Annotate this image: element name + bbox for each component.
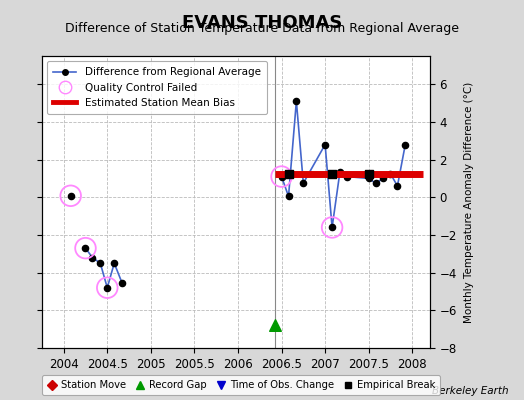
Point	[386, 170, 395, 177]
Point	[81, 245, 90, 251]
Point	[285, 193, 293, 200]
Point	[103, 284, 112, 291]
Point	[328, 170, 336, 177]
Point	[118, 280, 126, 286]
Point	[96, 260, 104, 266]
Point	[321, 141, 329, 148]
Text: Difference of Station Temperature Data from Regional Average: Difference of Station Temperature Data f…	[65, 22, 459, 35]
Point	[372, 180, 380, 186]
Point	[110, 260, 118, 266]
Point	[336, 169, 344, 175]
Point	[328, 224, 336, 231]
Point	[365, 175, 373, 182]
Legend: Station Move, Record Gap, Time of Obs. Change, Empirical Break: Station Move, Record Gap, Time of Obs. C…	[42, 375, 440, 395]
Point	[277, 173, 286, 180]
Point	[401, 141, 409, 148]
Point	[67, 192, 75, 199]
Point	[343, 173, 351, 180]
Point	[328, 224, 336, 231]
Text: Berkeley Earth: Berkeley Earth	[432, 386, 508, 396]
Point	[81, 245, 90, 251]
Point	[379, 175, 388, 182]
Y-axis label: Monthly Temperature Anomaly Difference (°C): Monthly Temperature Anomaly Difference (…	[464, 81, 474, 323]
Text: EVANS THOMAS: EVANS THOMAS	[182, 14, 342, 32]
Point	[67, 192, 75, 199]
Point	[299, 180, 308, 186]
Point	[365, 170, 373, 177]
Point	[292, 98, 301, 104]
Legend: Difference from Regional Average, Quality Control Failed, Estimated Station Mean: Difference from Regional Average, Qualit…	[47, 61, 267, 114]
Point	[88, 254, 96, 261]
Point	[270, 322, 279, 328]
Point	[285, 170, 293, 177]
Point	[277, 173, 286, 180]
Point	[103, 284, 112, 291]
Point	[393, 183, 401, 189]
